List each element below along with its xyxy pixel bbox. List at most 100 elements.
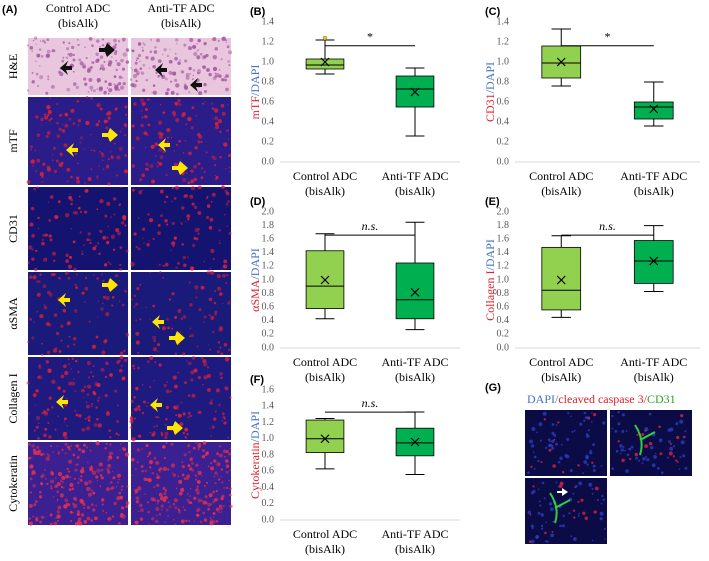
micrograph-speck	[97, 396, 101, 400]
micrograph-speck	[63, 364, 67, 369]
micrograph-speck	[32, 471, 36, 476]
micrograph-speck	[61, 480, 64, 484]
micrograph-speck	[34, 60, 37, 63]
y-axis-label-part: /DAPI	[248, 248, 262, 279]
micrograph-speck	[202, 362, 208, 367]
micrograph-speck	[57, 452, 60, 455]
micrograph-speck	[140, 465, 144, 468]
micrograph-speck	[99, 68, 102, 71]
micrograph-speck	[197, 232, 200, 236]
micrograph-speck	[107, 261, 110, 264]
micrograph-speck	[646, 458, 650, 462]
arrow	[557, 488, 568, 496]
micrograph-speck	[628, 457, 632, 461]
micrograph-speck	[202, 384, 204, 386]
micrograph-speck	[75, 273, 78, 276]
micrograph-speck	[109, 263, 112, 265]
box	[305, 419, 345, 453]
micrograph-speck	[190, 179, 195, 184]
micrograph-speck	[146, 242, 150, 247]
micrograph-speck	[180, 519, 185, 524]
micrograph-speck	[141, 470, 144, 473]
micrograph-speck	[573, 516, 576, 519]
micrograph-speck	[28, 412, 30, 415]
micrograph-speck	[146, 405, 148, 407]
micrograph-speck	[100, 476, 104, 480]
micrograph-speck	[119, 130, 122, 133]
micrograph-speck	[213, 163, 217, 167]
micrograph-speck	[89, 85, 94, 90]
micrograph-speck	[189, 458, 192, 461]
micrograph-speck	[144, 469, 148, 473]
micrograph-speck	[165, 91, 169, 96]
micrograph-speck	[171, 327, 174, 330]
micrograph-speck	[578, 512, 580, 515]
micrograph-speck	[70, 368, 72, 370]
micrograph-speck	[44, 233, 48, 237]
micrograph-speck	[83, 301, 86, 304]
micrograph-speck	[88, 37, 93, 41]
micrograph-speck	[49, 238, 53, 242]
micrograph-speck	[202, 449, 205, 453]
micrograph-speck	[551, 431, 555, 435]
micrograph-speck	[96, 58, 100, 62]
micrograph-speck	[159, 155, 164, 159]
micrograph-speck	[100, 468, 104, 472]
micrograph-speck	[153, 380, 155, 382]
micrograph-speck	[43, 433, 47, 438]
micrograph-speck	[158, 120, 163, 125]
micrograph-speck	[75, 413, 79, 417]
micrograph-speck	[228, 452, 232, 456]
micrograph-speck	[88, 77, 93, 82]
micrograph-speck	[228, 479, 230, 482]
micrograph-speck	[59, 152, 63, 156]
micrograph-speck	[198, 308, 202, 312]
micrograph-speck	[601, 494, 604, 498]
micrograph-speck	[193, 520, 196, 523]
micrograph-speck	[182, 506, 184, 508]
micrograph-speck	[168, 70, 173, 75]
micrograph-speck	[578, 481, 583, 486]
micrograph-speck	[194, 228, 199, 233]
micrograph-speck	[84, 481, 89, 486]
micrograph-speck	[157, 416, 160, 419]
micrograph-speck	[203, 484, 206, 487]
micrograph-speck	[102, 38, 105, 41]
micrograph-speck	[67, 459, 73, 464]
micrograph-speck	[60, 486, 63, 489]
micrograph-speck	[67, 358, 70, 361]
micrograph-speck	[615, 449, 619, 453]
micrograph-speck	[154, 142, 159, 147]
panel-title-part: cleaved caspase 3/	[558, 392, 647, 406]
micrograph-speck	[75, 85, 79, 90]
micrograph-speck	[163, 200, 167, 204]
micrograph-speck	[544, 531, 547, 535]
micrograph-speck	[225, 191, 230, 196]
micrograph-speck	[111, 515, 115, 518]
micrograph-speck	[34, 36, 38, 40]
micrograph-speck	[611, 414, 614, 418]
micrograph-speck	[180, 158, 182, 160]
micrograph-speck	[118, 359, 121, 362]
micrograph-speck	[617, 411, 620, 414]
micrograph-speck	[202, 102, 205, 105]
micrograph-speck	[38, 490, 42, 494]
micrograph-speck	[77, 370, 80, 374]
x-tick-label: (bisAlk)	[634, 370, 674, 384]
micrograph-speck	[75, 463, 77, 466]
micrograph-speck	[104, 214, 108, 218]
micrograph-speck	[105, 295, 110, 301]
micrograph-speck	[57, 386, 61, 390]
micrograph-speck	[138, 434, 142, 438]
micrograph-speck	[611, 467, 615, 470]
micrograph-speck	[35, 249, 38, 252]
micrograph-speck	[68, 52, 73, 57]
y-tick-label: 0.6	[262, 301, 275, 312]
micrograph-speck	[40, 475, 43, 478]
micrograph-speck	[213, 475, 216, 478]
micrograph-speck	[40, 55, 44, 58]
mean-marker	[649, 256, 659, 266]
micrograph-speck	[148, 240, 150, 242]
micrograph-speck	[86, 461, 89, 464]
micrograph-speck	[92, 375, 95, 378]
